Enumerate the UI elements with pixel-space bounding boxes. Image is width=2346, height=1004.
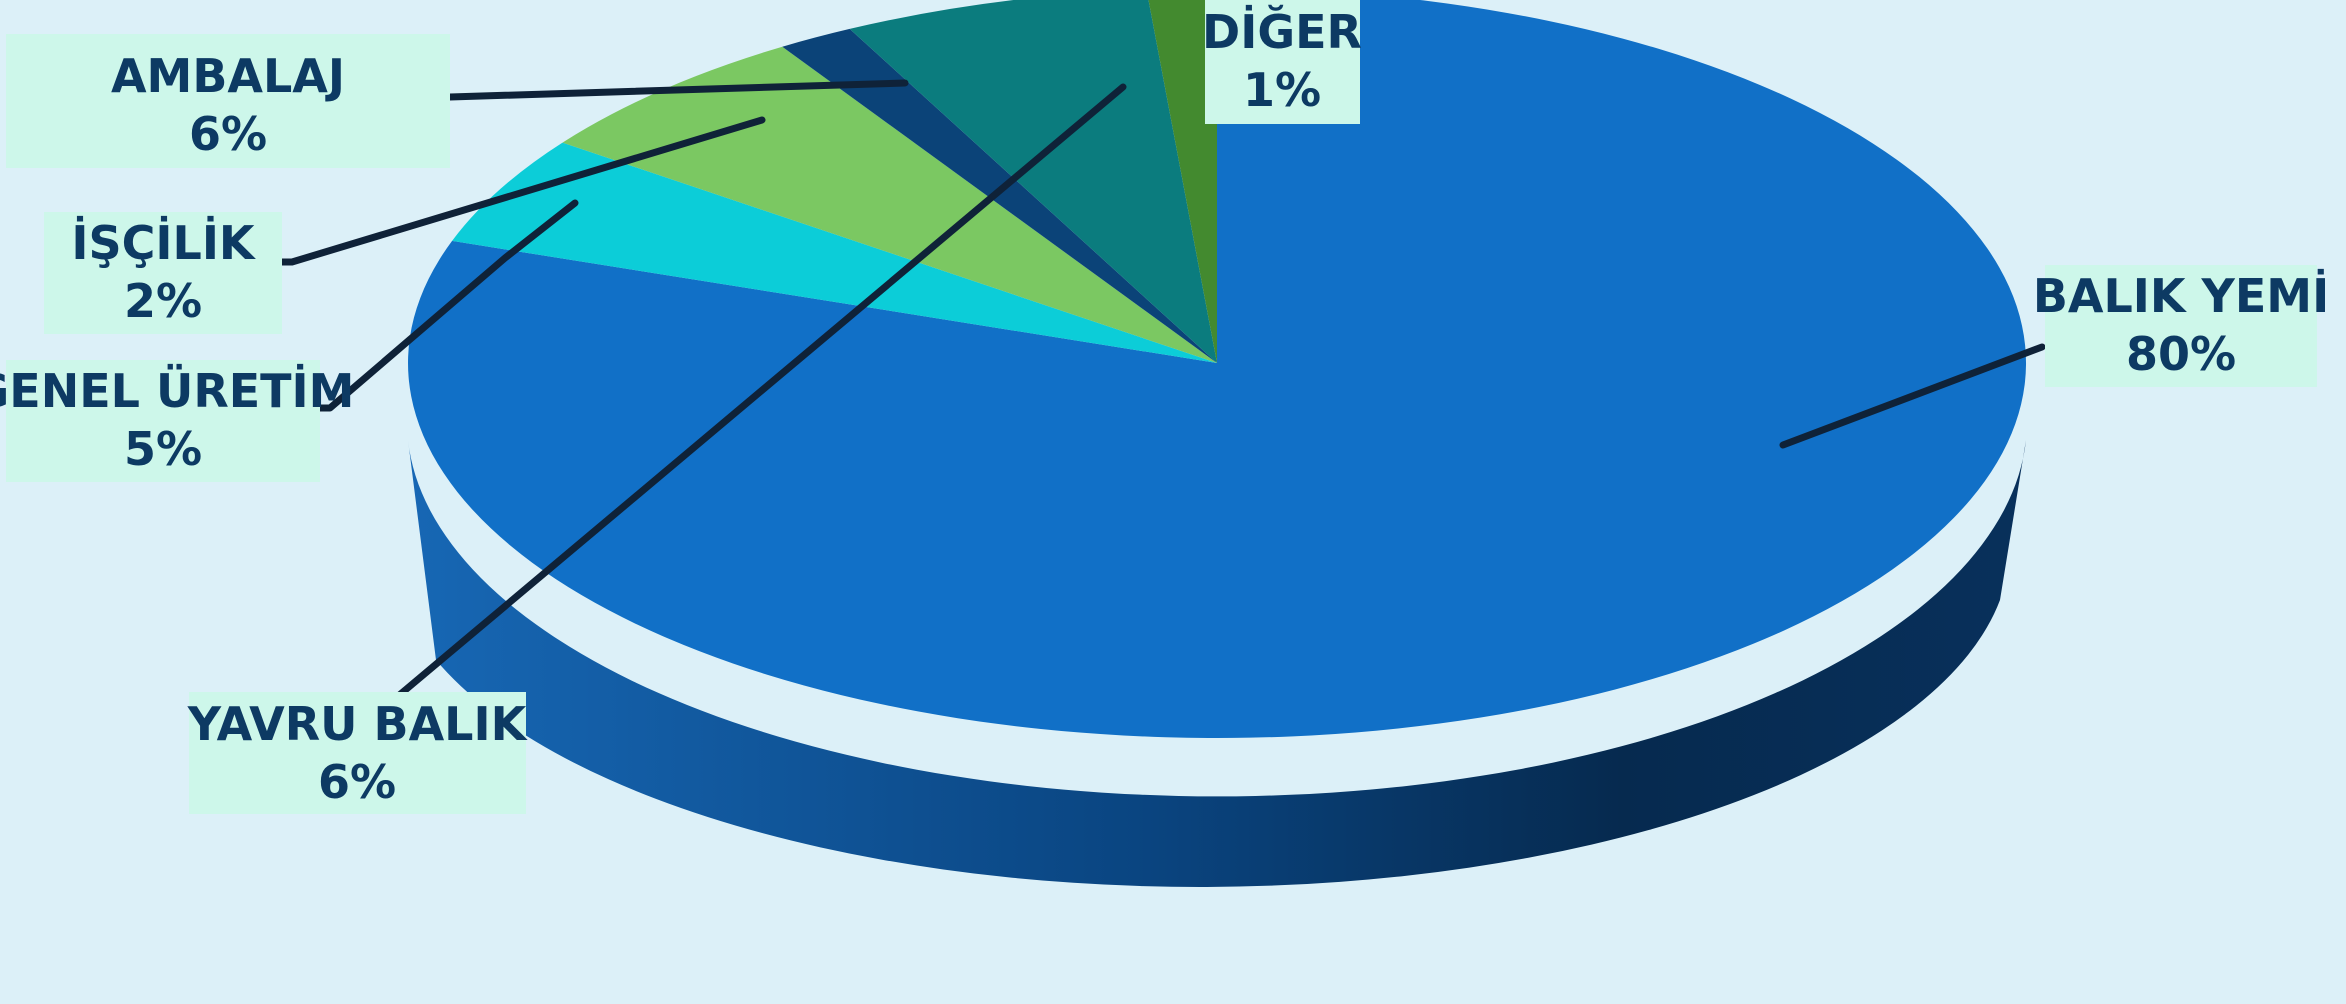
pie-slice-3	[562, 46, 1217, 363]
slice-name-label: GENEL ÜRETİM	[0, 364, 354, 418]
slice-percent-label: 6%	[189, 107, 267, 161]
slice-percent-label: 80%	[2126, 327, 2236, 381]
pie-slice-0	[408, 0, 2027, 738]
slice-name-label: İŞÇİLİK	[71, 216, 257, 270]
slice-name-label: DİĞER	[1202, 5, 1362, 59]
leader-line-2	[276, 116, 766, 266]
pie-slices	[408, 0, 2027, 738]
leader-lines	[276, 79, 2046, 701]
label-box-2	[44, 212, 282, 334]
slice-percent-label: 5%	[124, 422, 202, 476]
pie-slice-5	[1148, 0, 1217, 363]
slice-percent-label: 6%	[318, 755, 396, 809]
label-box-5	[1205, 0, 1360, 124]
label-box-4	[189, 692, 526, 814]
label-box-0	[2045, 265, 2317, 387]
pie-slice-2	[782, 28, 1217, 364]
leader-line-3	[446, 79, 909, 101]
leader-line-0	[1779, 343, 2046, 449]
label-box-1	[6, 360, 320, 482]
pie-slice-4	[452, 142, 1218, 363]
leader-line-4	[393, 83, 1127, 701]
slice-name-label: BALIK YEMİ	[2033, 269, 2329, 323]
slice-percent-label: 2%	[124, 274, 202, 328]
slice-name-label: AMBALAJ	[111, 49, 345, 103]
slice-percent-label: 1%	[1243, 63, 1321, 117]
pie-slice-1	[849, 0, 1217, 363]
leader-line-1	[316, 199, 579, 412]
pie-side-wall	[408, 440, 2026, 887]
label-box-3	[6, 34, 450, 168]
slice-name-label: YAVRU BALIK	[187, 697, 529, 751]
